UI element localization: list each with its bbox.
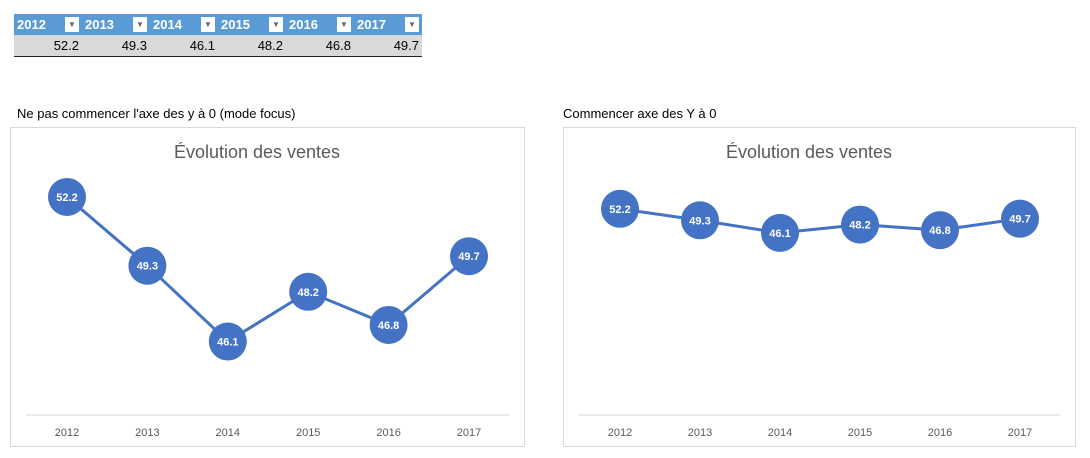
table-row: 52.2 49.3 46.1 48.2 46.8 49.7 — [14, 35, 422, 57]
column-header-label: 2014 — [153, 17, 182, 32]
data-label: 52.2 — [56, 192, 77, 204]
data-label: 46.8 — [378, 320, 399, 332]
x-tick-label: 2013 — [688, 427, 712, 439]
filter-dropdown-icon[interactable]: ▼ — [337, 17, 351, 32]
data-label: 49.3 — [137, 261, 158, 273]
table-header-row: 2012 ▼ 2013 ▼ 2014 ▼ 2015 ▼ 2016 ▼ 2017 ▼ — [14, 14, 422, 35]
series-line — [66, 195, 470, 344]
data-point[interactable] — [450, 237, 488, 276]
data-label: 48.2 — [849, 220, 870, 232]
data-point[interactable] — [761, 213, 799, 252]
data-point[interactable] — [841, 205, 879, 244]
data-label: 46.1 — [769, 228, 790, 240]
x-tick-label: 2017 — [457, 427, 481, 439]
data-label: 46.1 — [217, 337, 238, 349]
data-point[interactable] — [128, 246, 167, 285]
filter-dropdown-icon[interactable]: ▼ — [201, 17, 215, 32]
data-label: 49.7 — [458, 251, 479, 263]
x-tick-label: 2016 — [928, 427, 952, 439]
column-header: 2017 ▼ — [354, 14, 422, 35]
table-cell[interactable]: 46.1 — [150, 35, 218, 57]
x-tick-label: 2012 — [608, 427, 632, 439]
column-header-label: 2017 — [357, 17, 386, 32]
table-cell[interactable]: 49.7 — [354, 35, 422, 57]
data-point[interactable] — [369, 305, 408, 344]
data-table: 2012 ▼ 2013 ▼ 2014 ▼ 2015 ▼ 2016 ▼ 2017 ▼ 52.2 49.3 4… — [14, 14, 422, 57]
table-cell[interactable]: 48.2 — [218, 35, 286, 57]
column-header: 2013 ▼ — [82, 14, 150, 35]
column-header: 2012 ▼ — [14, 14, 82, 35]
data-point[interactable] — [1001, 199, 1039, 238]
data-point[interactable] — [289, 272, 328, 311]
column-header: 2016 ▼ — [286, 14, 354, 35]
data-label: 49.7 — [1009, 214, 1030, 226]
x-tick-label: 2017 — [1008, 427, 1032, 439]
x-tick-label: 2012 — [55, 427, 79, 439]
x-tick-label: 2015 — [848, 427, 872, 439]
data-label: 49.3 — [689, 215, 710, 227]
filter-dropdown-icon[interactable]: ▼ — [133, 17, 147, 32]
column-header: 2014 ▼ — [150, 14, 218, 35]
x-tick-label: 2015 — [296, 427, 320, 439]
chart-zero-based[interactable]: Évolution des ventes 2012 2013 2014 2015 2016… — [563, 127, 1076, 447]
data-point[interactable] — [921, 211, 959, 250]
column-header-label: 2012 — [17, 17, 46, 32]
caption-left: Ne pas commencer l'axe des y à 0 (mode f… — [17, 106, 296, 121]
data-point[interactable] — [48, 177, 86, 216]
column-header-label: 2013 — [85, 17, 114, 32]
caption-right: Commencer axe des Y à 0 — [563, 106, 717, 121]
column-header-label: 2015 — [221, 17, 250, 32]
chart-focus[interactable]: Évolution des ventes 2012 2013 2014 2015 2016… — [10, 127, 525, 447]
x-tick-label: 2014 — [216, 427, 240, 439]
data-point[interactable] — [601, 189, 639, 228]
filter-dropdown-icon[interactable]: ▼ — [65, 17, 79, 32]
data-point[interactable] — [681, 201, 719, 240]
data-point[interactable] — [208, 322, 247, 361]
x-tick-label: 2013 — [135, 427, 159, 439]
filter-dropdown-icon[interactable]: ▼ — [269, 17, 283, 32]
x-tick-label: 2016 — [376, 427, 400, 439]
column-header-label: 2016 — [289, 17, 318, 32]
column-header: 2015 ▼ — [218, 14, 286, 35]
filter-dropdown-icon[interactable]: ▼ — [405, 17, 419, 32]
table-cell[interactable]: 49.3 — [82, 35, 150, 57]
data-label: 48.2 — [297, 287, 318, 299]
x-tick-label: 2014 — [768, 427, 792, 439]
data-label: 46.8 — [929, 225, 950, 237]
table-cell[interactable]: 52.2 — [14, 35, 82, 57]
table-cell[interactable]: 46.8 — [286, 35, 354, 57]
series-line — [619, 207, 1021, 235]
chart-title: Évolution des ventes — [726, 142, 892, 162]
chart-title: Évolution des ventes — [174, 142, 340, 162]
data-label: 52.2 — [609, 204, 630, 216]
